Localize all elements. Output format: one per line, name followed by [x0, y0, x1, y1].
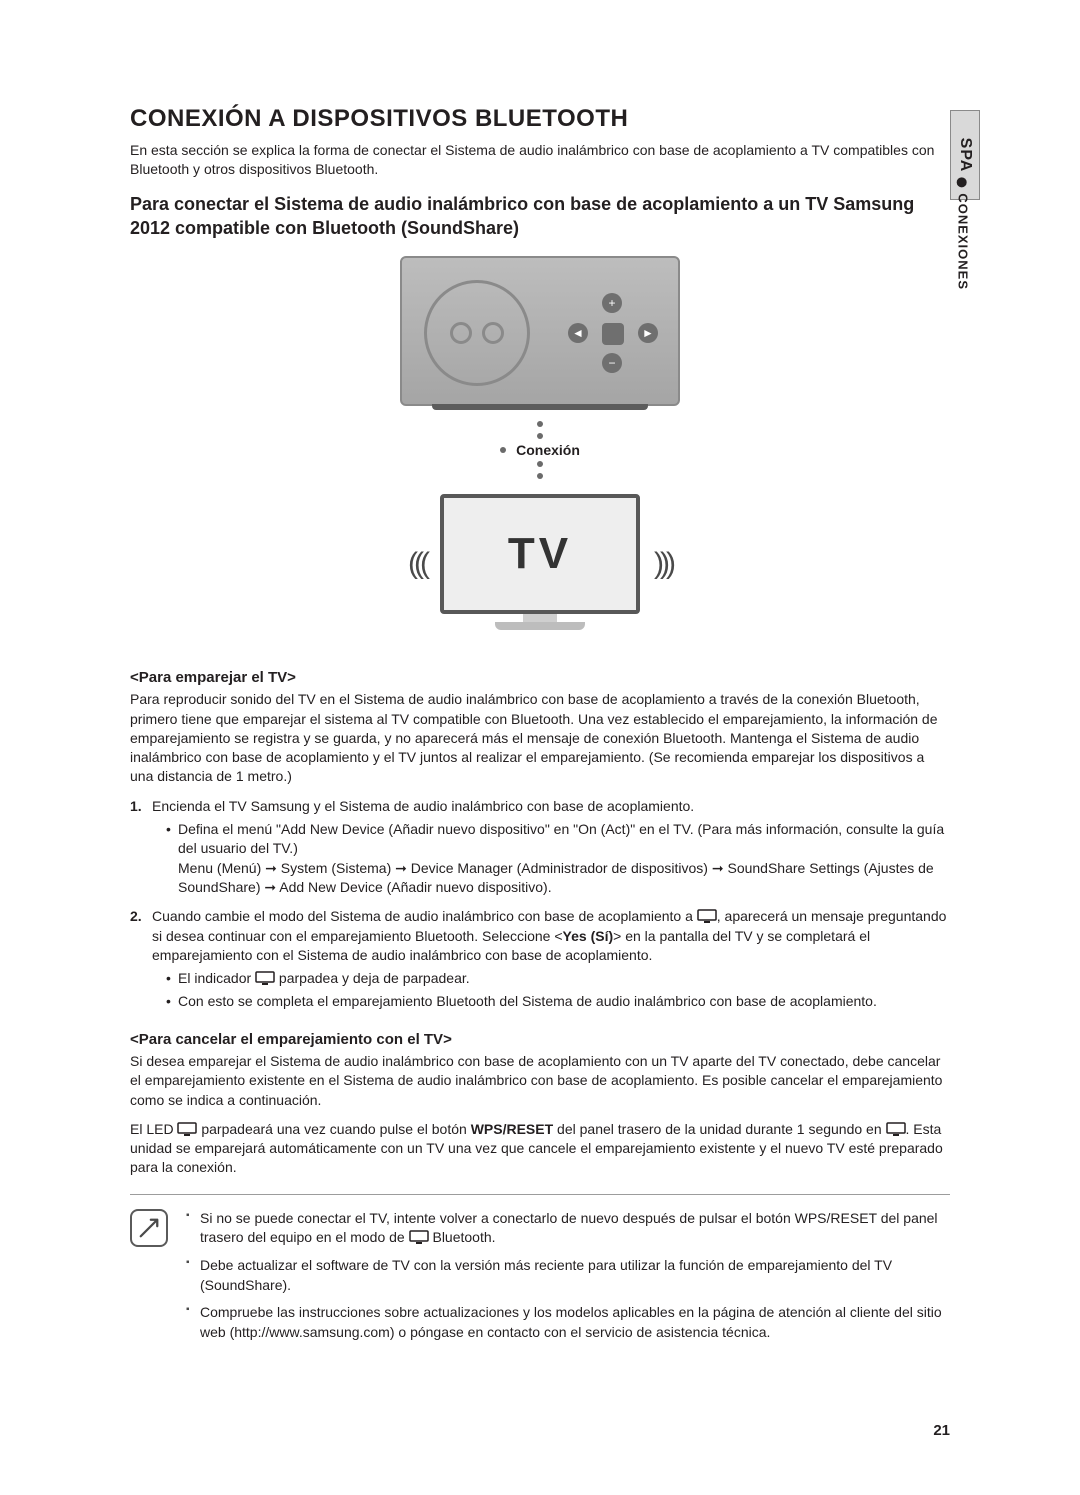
tv-icon [886, 1122, 906, 1136]
side-section-label: CONEXIONES [956, 177, 971, 290]
note-icon [130, 1209, 168, 1247]
note-item: Compruebe las instrucciones sobre actual… [186, 1303, 950, 1342]
step1-text: Encienda el TV Samsung y el Sistema de a… [152, 798, 694, 814]
step2-yes: Yes (Sí) [563, 928, 614, 944]
side-language-label: SPA [956, 138, 974, 173]
section-heading: Para conectar el Sistema de audio inalám… [130, 192, 950, 241]
step-number: 1. [130, 797, 146, 902]
step2-text-a: Cuando cambie el modo del Sistema de aud… [152, 908, 697, 924]
note-item: Si no se puede conectar el TV, intente v… [186, 1209, 950, 1248]
step2-bullet-2: Con esto se completa el emparejamiento B… [166, 992, 950, 1011]
tv-icon [409, 1230, 429, 1244]
tv-icon [177, 1122, 197, 1136]
wave-right-icon: ))) [654, 547, 672, 581]
step1-menu-path: Menu (Menú) ➞ System (Sistema) ➞ Device … [178, 860, 934, 895]
bullet-icon [957, 177, 967, 187]
intro-paragraph: En esta sección se explica la forma de c… [130, 141, 950, 180]
pair-heading: <Para emparejar el TV> [130, 669, 950, 686]
step-number: 2. [130, 907, 146, 1015]
tv-screen-text: TV [440, 494, 640, 614]
cancel-heading: <Para cancelar el emparejamiento con el … [130, 1031, 950, 1048]
pair-paragraph: Para reproducir sonido del TV en el Sist… [130, 690, 950, 787]
connection-label: Conexión [516, 442, 580, 458]
tv-icon [255, 971, 275, 985]
pair-steps: 1. Encienda el TV Samsung y el Sistema d… [130, 797, 950, 1015]
connection-figure: + ◄ ► − Conexión ((( TV ))) [130, 256, 950, 634]
cancel-paragraph: Si desea emparejar el Sistema de audio i… [130, 1052, 950, 1110]
cancel-led-paragraph: El LED parpadeará una vez cuando pulse e… [130, 1120, 950, 1178]
page-number: 21 [933, 1422, 950, 1439]
step2-bullet-1a: El indicador [178, 970, 255, 986]
connection-dots: Conexión [500, 418, 580, 482]
page-title: CONEXIÓN A DISPOSITIVOS BLUETOOTH [130, 105, 950, 133]
note-item: Debe actualizar el software de TV con la… [186, 1256, 950, 1295]
wave-left-icon: ((( [408, 547, 426, 581]
tv-illustration: ((( TV ))) [408, 494, 672, 634]
speaker-illustration: + ◄ ► − [400, 256, 680, 406]
step1-bullet-1: Defina el menú "Add New Device (Añadir n… [178, 821, 944, 856]
note-box: Si no se puede conectar el TV, intente v… [130, 1194, 950, 1351]
step2-bullet-1b: parpadea y deja de parpadear. [275, 970, 470, 986]
tv-icon [697, 909, 717, 923]
